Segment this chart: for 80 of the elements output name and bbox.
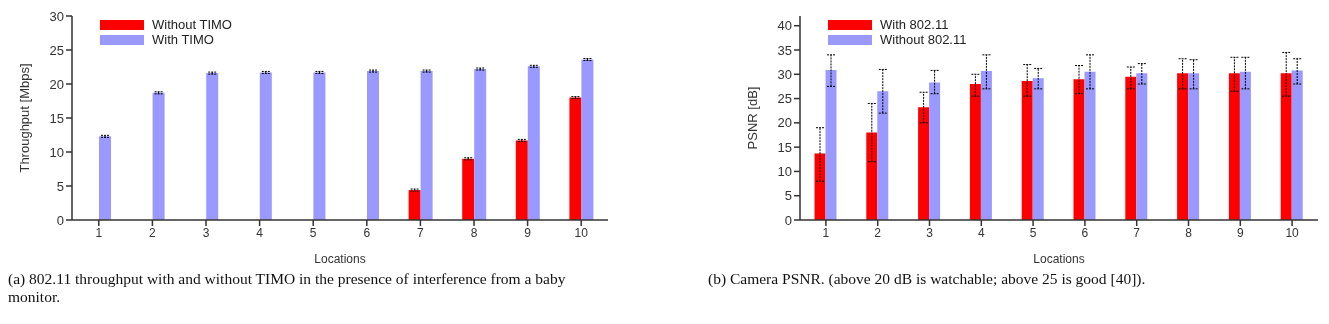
- bar: [969, 84, 981, 220]
- legend-label: With 802.11: [880, 17, 949, 32]
- x-tick-label: 7: [1133, 225, 1141, 240]
- y-tick-label: 30: [49, 8, 64, 24]
- bar: [1021, 81, 1033, 220]
- bar: [1228, 73, 1240, 220]
- bar: [408, 190, 421, 220]
- bar: [462, 158, 475, 220]
- text: (a) 802.11 throughput with and without TIMO in the presence of interference from a baby monitor.: [8, 270, 567, 306]
- x-tick-label: 8: [1185, 225, 1193, 240]
- legend-label: With TIMO: [152, 32, 214, 47]
- x-tick-label: 4: [977, 225, 985, 240]
- bar: [581, 59, 594, 220]
- bar: [515, 140, 528, 220]
- y-axis-title: Throughput [Mbps]: [16, 63, 32, 173]
- bar: [152, 92, 165, 220]
- y-tick-label: 10: [777, 164, 792, 180]
- x-tick-label: 3: [202, 225, 210, 240]
- x-tick-label: 1: [822, 225, 830, 240]
- bar: [313, 72, 326, 220]
- bar: [367, 71, 380, 220]
- y-tick-label: 5: [784, 188, 792, 204]
- bar: [825, 69, 837, 220]
- x-tick-label: 2: [149, 225, 157, 240]
- x-tick-label: 5: [1029, 225, 1037, 240]
- bar: [918, 107, 930, 220]
- y-tick-label: 20: [777, 115, 792, 131]
- y-tick-label: 35: [777, 42, 792, 58]
- x-tick-label: 1: [95, 225, 103, 240]
- bar: [569, 97, 582, 220]
- bar: [1280, 73, 1292, 220]
- bar: [1177, 73, 1189, 220]
- text: (b) Camera PSNR. (above 20 dB is watchable; above 25 is good [40]).: [708, 270, 1147, 288]
- x-tick-label: 6: [1081, 225, 1089, 240]
- y-axis-title: PSNR [dB]: [744, 86, 760, 150]
- x-tick-label: 10: [1285, 225, 1300, 240]
- bar: [99, 136, 112, 220]
- x-tick-label: 6: [363, 225, 371, 240]
- x-tick-label: 2: [874, 225, 882, 240]
- y-tick-label: 0: [784, 212, 792, 228]
- bar: [420, 71, 433, 220]
- y-tick-label: 10: [49, 144, 64, 160]
- x-axis-title: Locations: [314, 252, 366, 266]
- bar: [206, 73, 219, 220]
- bar: [1073, 79, 1085, 220]
- bar: [929, 82, 941, 220]
- bar: [527, 66, 540, 220]
- y-tick-label: 15: [49, 110, 64, 126]
- bar: [1239, 71, 1251, 220]
- y-tick-label: 25: [777, 91, 792, 107]
- x-tick-label: 10: [574, 225, 589, 240]
- bar: [259, 72, 272, 220]
- bar: [1188, 73, 1200, 220]
- legend-label: Without TIMO: [152, 17, 232, 32]
- bar: [1291, 70, 1303, 220]
- x-tick-label: 4: [256, 225, 264, 240]
- bar: [1084, 71, 1096, 220]
- y-tick-label: 25: [49, 42, 64, 58]
- bar: [1032, 78, 1044, 220]
- y-tick-label: 15: [777, 139, 792, 155]
- x-tick-label: 3: [926, 225, 934, 240]
- x-tick-label: 8: [470, 225, 478, 240]
- x-tick-label: 9: [524, 225, 532, 240]
- x-axis-title: Locations: [1033, 252, 1085, 266]
- y-tick-label: 20: [49, 76, 64, 92]
- bar: [1136, 73, 1148, 220]
- y-tick-label: 40: [777, 18, 792, 34]
- y-tick-label: 5: [56, 178, 64, 194]
- bar: [980, 70, 992, 220]
- bar: [814, 153, 826, 220]
- bar: [474, 69, 487, 220]
- bar: [877, 91, 889, 220]
- x-tick-label: 5: [309, 225, 317, 240]
- y-tick-label: 30: [777, 66, 792, 82]
- x-tick-label: 9: [1236, 225, 1244, 240]
- y-tick-label: 0: [56, 212, 64, 228]
- x-tick-label: 7: [417, 225, 425, 240]
- bar: [1125, 76, 1137, 220]
- legend-label: Without 802.11: [880, 32, 967, 47]
- bar: [866, 132, 878, 220]
